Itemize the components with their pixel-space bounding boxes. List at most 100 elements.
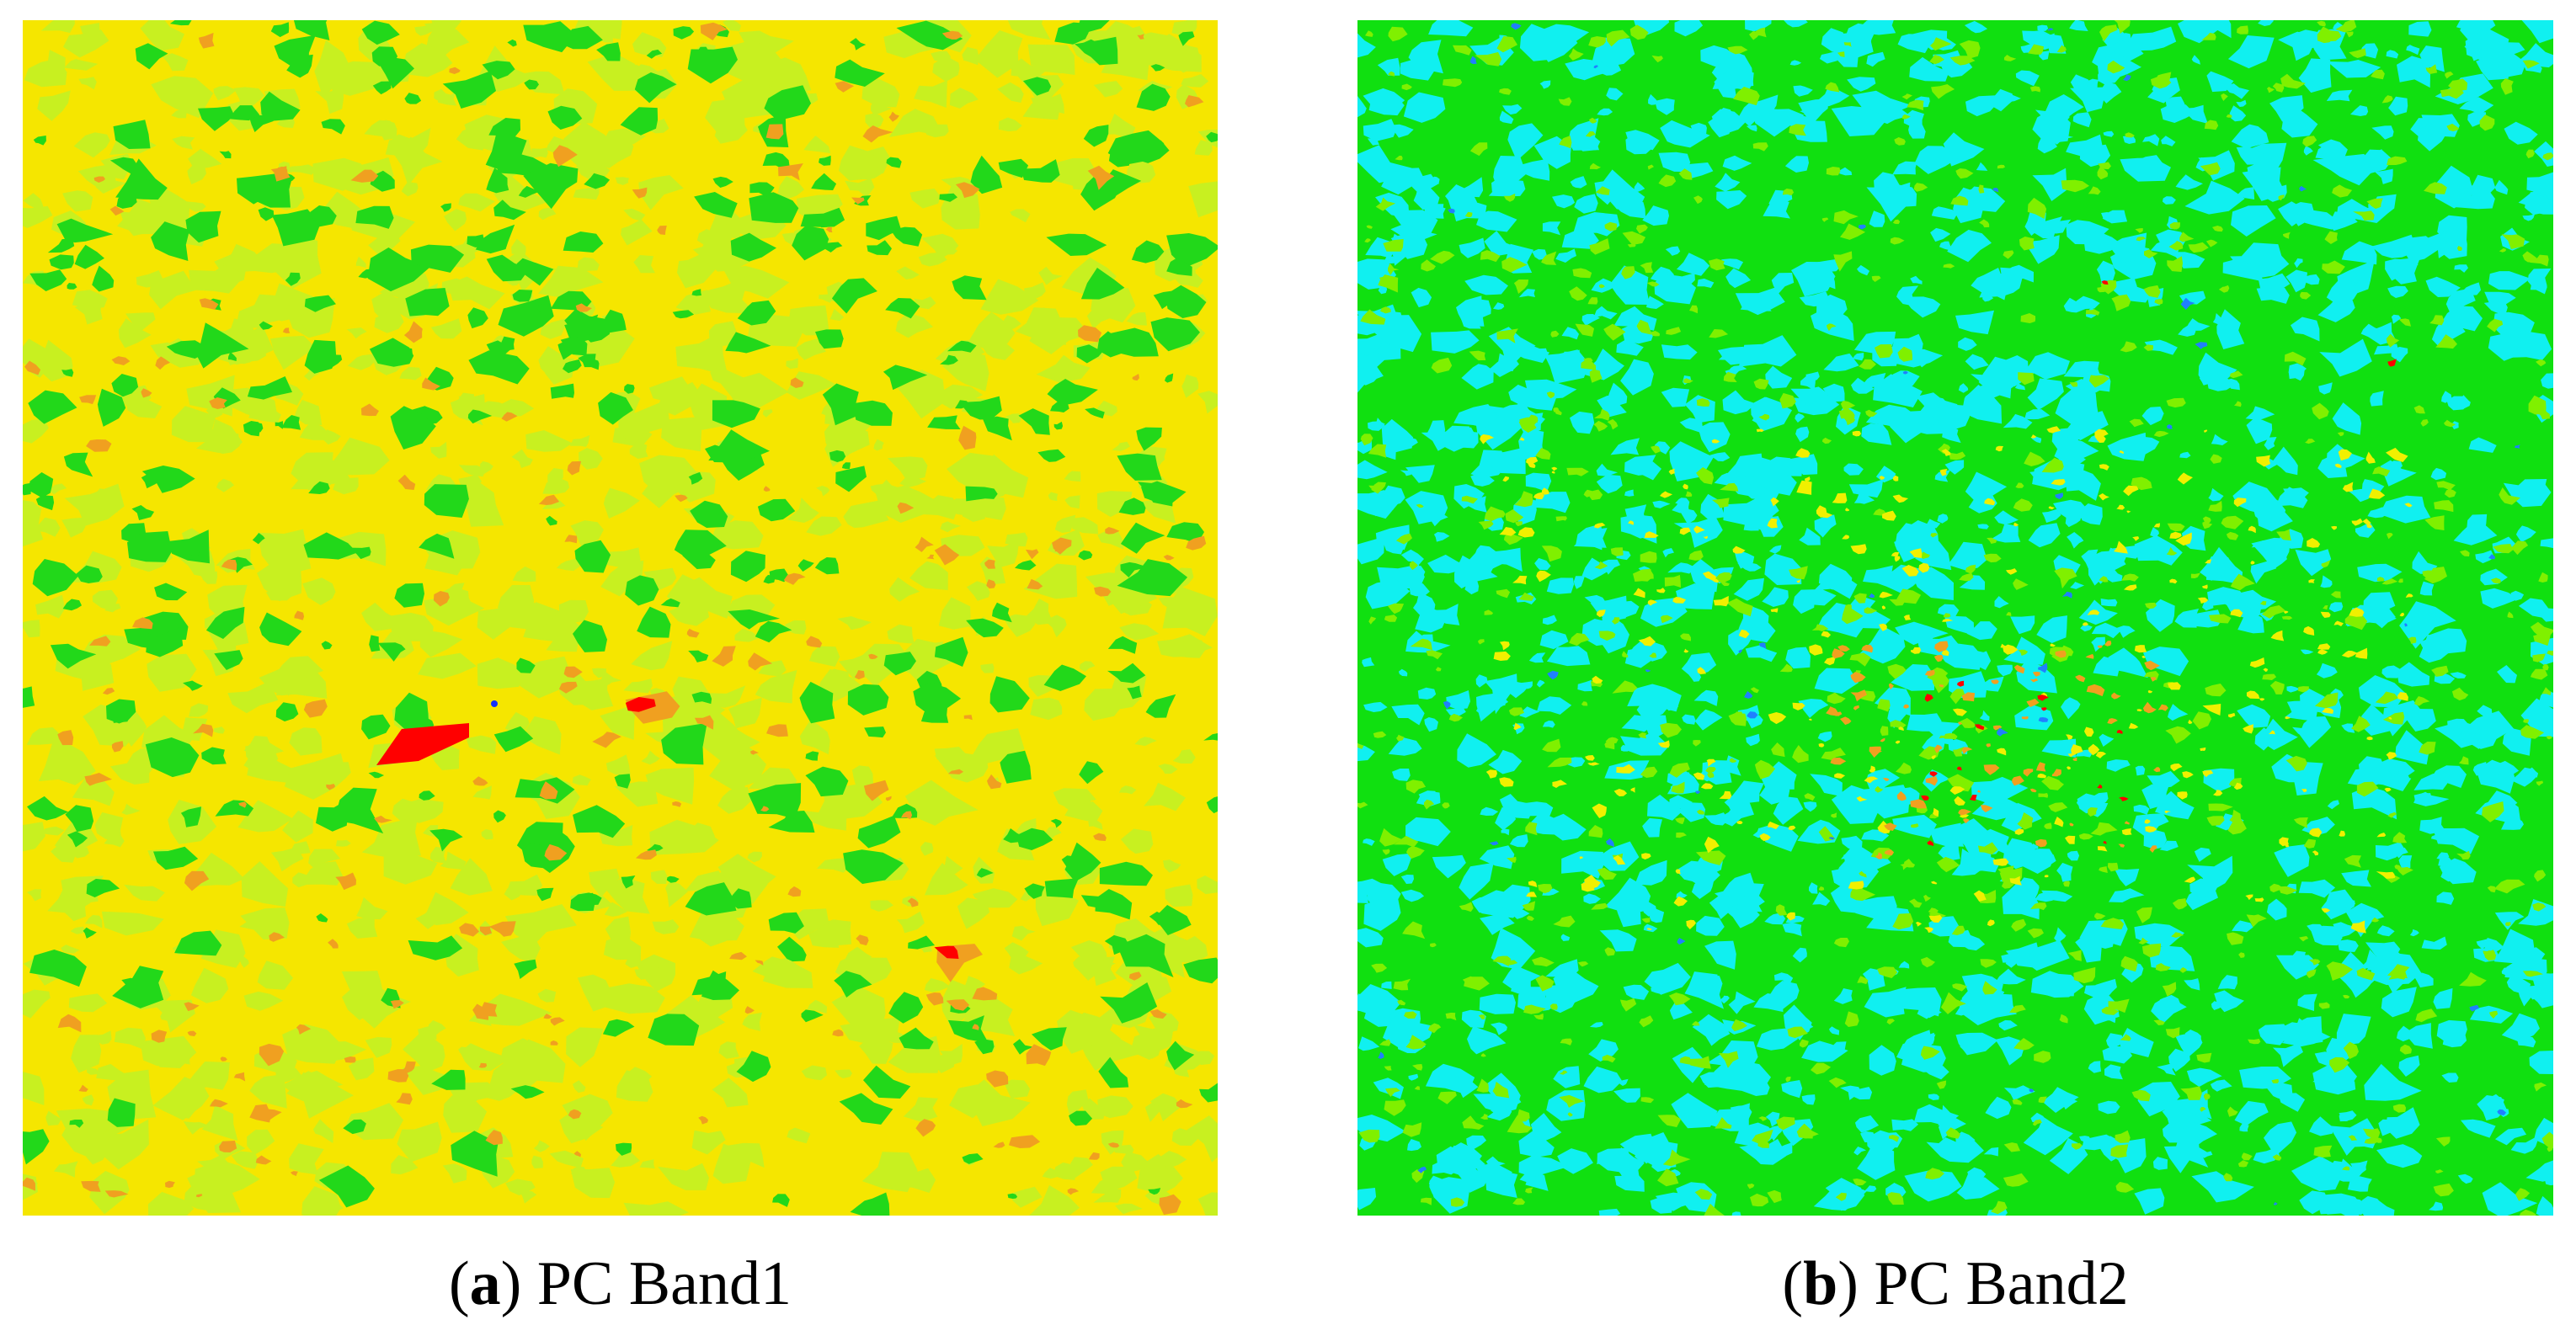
texture-patch	[927, 415, 961, 429]
texture-patch	[2534, 141, 2553, 167]
texture-patch	[2451, 421, 2459, 429]
texture-patch	[2037, 24, 2049, 31]
texture-patch	[1384, 255, 1399, 264]
texture-patch	[2230, 573, 2255, 591]
texture-patch	[2405, 593, 2413, 598]
texture-patch	[1080, 268, 1125, 300]
texture-patch	[1401, 83, 1412, 91]
texture-patch	[333, 477, 359, 495]
texture-patch	[1400, 470, 1412, 476]
texture-patch	[2404, 503, 2413, 508]
texture-patch	[712, 176, 733, 188]
texture-patch	[72, 773, 115, 806]
texture-patch	[63, 452, 93, 477]
texture-patch	[1879, 623, 1887, 631]
texture-patch	[764, 85, 811, 121]
texture-patch	[2099, 576, 2109, 583]
texture-patch	[2457, 1173, 2473, 1184]
texture-patch	[964, 976, 985, 993]
texture-patch	[1848, 881, 1864, 890]
texture-patch	[1904, 1170, 1962, 1202]
texture-patch	[23, 205, 53, 228]
texture-patch	[650, 870, 668, 884]
texture-patch	[1992, 188, 1999, 193]
texture-patch	[1591, 762, 1600, 766]
texture-patch	[1856, 796, 1868, 802]
texture-patch	[2246, 417, 2273, 444]
texture-patch	[1589, 369, 1603, 383]
texture-patch	[196, 322, 249, 369]
texture-patch	[1654, 274, 1696, 305]
texture-patch	[1427, 1023, 1442, 1034]
texture-patch	[717, 854, 776, 891]
texture-patch	[1357, 801, 1368, 809]
texture-patch	[493, 200, 526, 221]
texture-patch	[1925, 776, 1938, 786]
texture-patch	[1747, 711, 1758, 719]
texture-patch	[1640, 262, 1654, 274]
texture-patch	[2415, 1008, 2438, 1023]
texture-patch	[1824, 1041, 1847, 1054]
texture-patch	[564, 535, 578, 544]
texture-patch	[1489, 841, 1499, 846]
texture-patch	[889, 577, 920, 602]
texture-patch	[236, 302, 288, 328]
texture-patch	[2155, 963, 2171, 971]
texture-patch	[2101, 212, 2117, 222]
texture-patch	[1492, 1081, 1510, 1099]
texture-patch	[1833, 938, 1849, 948]
texture-patch	[1982, 676, 2004, 692]
texture-patch	[1404, 1011, 1417, 1019]
texture-patch	[499, 599, 557, 631]
texture-patch	[2479, 114, 2495, 131]
texture-patch	[2195, 342, 2208, 349]
texture-patch	[1078, 550, 1093, 561]
texture-patch	[1357, 373, 1378, 386]
texture-patch	[1938, 1119, 1953, 1128]
texture-patch	[2521, 20, 2553, 44]
texture-patch	[2392, 1104, 2407, 1113]
texture-patch	[2044, 822, 2052, 829]
texture-patch	[1518, 592, 1534, 601]
texture-patch	[1768, 545, 1782, 554]
texture-patch	[1067, 1188, 1080, 1195]
texture-patch	[401, 182, 419, 197]
texture-patch	[2315, 143, 2343, 159]
texture-patch	[1833, 988, 1853, 1004]
texture-patch	[468, 993, 552, 1026]
texture-patch	[2283, 231, 2291, 239]
texture-patch	[2013, 1038, 2035, 1051]
texture-patch	[1709, 895, 1740, 919]
texture-patch	[1480, 1053, 1486, 1057]
texture-patch	[2425, 64, 2438, 74]
texture-patch	[1811, 1062, 1832, 1075]
texture-patch	[2530, 668, 2548, 680]
texture-patch	[1559, 1094, 1585, 1108]
texture-patch	[76, 565, 103, 583]
texture-patch	[29, 269, 67, 291]
texture-patch	[1874, 687, 1911, 716]
texture-patch	[1925, 1168, 1944, 1180]
texture-patch	[1150, 64, 1165, 72]
texture-patch	[2511, 540, 2529, 556]
texture-patch	[1686, 919, 1696, 929]
texture-patch	[1939, 684, 1944, 688]
texture-patch	[1544, 982, 1584, 1003]
texture-patch	[1107, 636, 1138, 654]
texture-patch	[259, 321, 273, 330]
texture-patch	[71, 1035, 102, 1073]
texture-patch	[2536, 407, 2550, 420]
texture-patch	[815, 329, 844, 349]
texture-patch	[563, 359, 582, 374]
texture-patch	[2067, 753, 2075, 758]
texture-patch	[46, 524, 60, 534]
texture-patch	[1978, 184, 1985, 194]
texture-patch	[758, 660, 787, 677]
texture-patch	[1541, 251, 1557, 265]
texture-patch	[2312, 1061, 2356, 1095]
texture-patch	[1896, 790, 1907, 801]
texture-patch	[2246, 914, 2267, 928]
texture-patch	[1725, 268, 1752, 289]
texture-patch	[1914, 146, 1960, 174]
texture-patch	[1579, 856, 1583, 859]
